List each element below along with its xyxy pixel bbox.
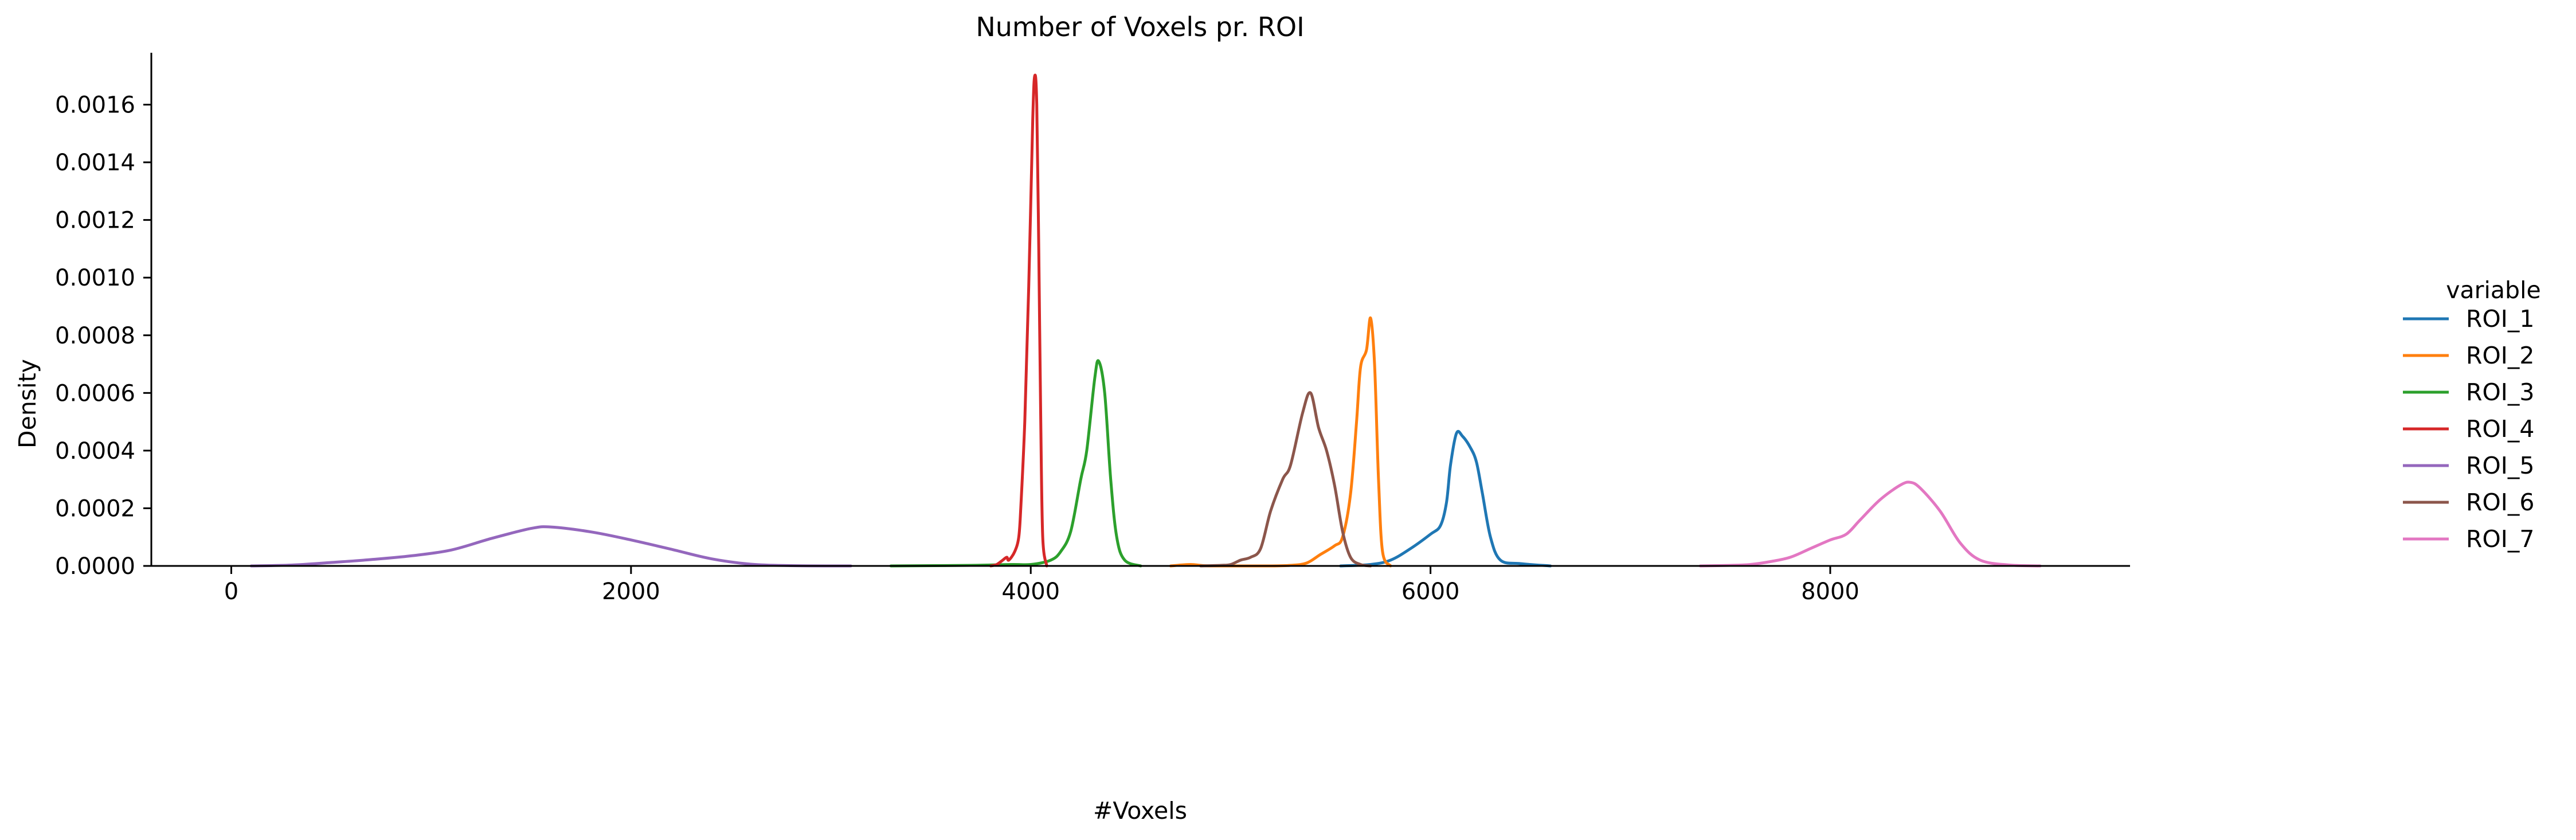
legend-label: ROI_4 (2466, 415, 2534, 443)
x-tick-label: 2000 (602, 579, 660, 605)
legend-label: ROI_3 (2466, 378, 2534, 406)
y-tick-label: 0.0010 (55, 265, 135, 291)
y-tick-label: 0.0002 (55, 495, 135, 522)
series-line-roi-3 (889, 359, 1142, 568)
x-tick-label: 6000 (1401, 579, 1460, 605)
series-line-roi-5 (249, 525, 852, 568)
x-axis-label: #Voxels (1093, 797, 1187, 825)
y-tick-label: 0.0004 (55, 438, 135, 464)
legend: variable ROI_1 ROI_2 ROI_3 ROI_4 ROI_5 ROI_6 R… (2403, 276, 2541, 553)
plot-area (249, 73, 2042, 568)
y-tick-label: 0.0014 (55, 150, 135, 176)
legend-label: ROI_2 (2466, 342, 2534, 369)
chart-title: Number of Voxels pr. ROI (976, 11, 1304, 42)
legend-label: ROI_7 (2466, 525, 2534, 553)
y-tick-label: 0.0006 (55, 380, 135, 407)
y-tick-label: 0.0000 (55, 553, 135, 580)
legend-title: variable (2446, 276, 2540, 304)
y-ticks: 0.0000 0.0002 0.0004 0.0006 0.0008 0.0010 0.00… (55, 92, 151, 580)
series-line-roi-1 (1339, 429, 1552, 568)
y-tick-label: 0.0012 (55, 208, 135, 234)
x-tick-label: 4000 (1001, 579, 1060, 605)
series-line-roi-7 (1698, 480, 2042, 568)
x-ticks: 0 2000 4000 6000 8000 (224, 566, 1859, 605)
series-line-roi-4 (989, 73, 1048, 568)
y-axis-label: Density (14, 359, 41, 448)
x-tick-label: 0 (224, 579, 238, 605)
legend-label: ROI_6 (2466, 489, 2534, 516)
y-tick-label: 0.0016 (55, 92, 135, 119)
series-line-roi-2 (1169, 317, 1392, 568)
legend-label: ROI_5 (2466, 452, 2534, 479)
y-tick-label: 0.0008 (55, 323, 135, 349)
series-line-roi-6 (1199, 391, 1372, 568)
x-tick-label: 8000 (1801, 579, 1859, 605)
legend-label: ROI_1 (2466, 305, 2534, 333)
